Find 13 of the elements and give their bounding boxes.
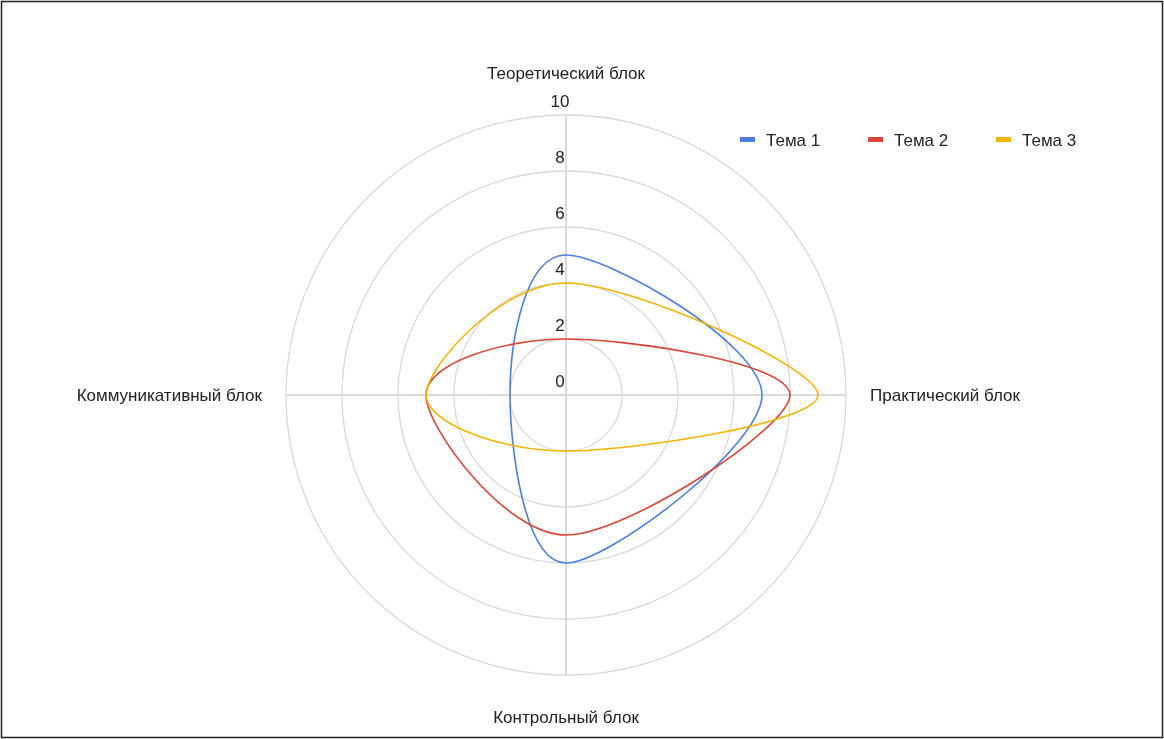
y-tick-label: 0: [555, 372, 565, 391]
spoke-label: Контрольный блок: [493, 708, 640, 727]
spoke-label: Практический блок: [870, 386, 1021, 405]
spoke-label: Коммуникативный блок: [76, 386, 263, 405]
spoke-label: Теоретический блок: [487, 64, 646, 83]
legend-label: Тема 1: [766, 131, 821, 150]
y-tick-label: 4: [555, 260, 565, 279]
legend-label: Тема 3: [1022, 131, 1077, 150]
y-tick-label: 6: [555, 204, 565, 223]
y-tick-label: 8: [555, 148, 565, 167]
legend-label: Тема 2: [894, 131, 949, 150]
y-tick-label: 2: [555, 316, 565, 335]
y-tick-label: 10: [550, 92, 570, 111]
